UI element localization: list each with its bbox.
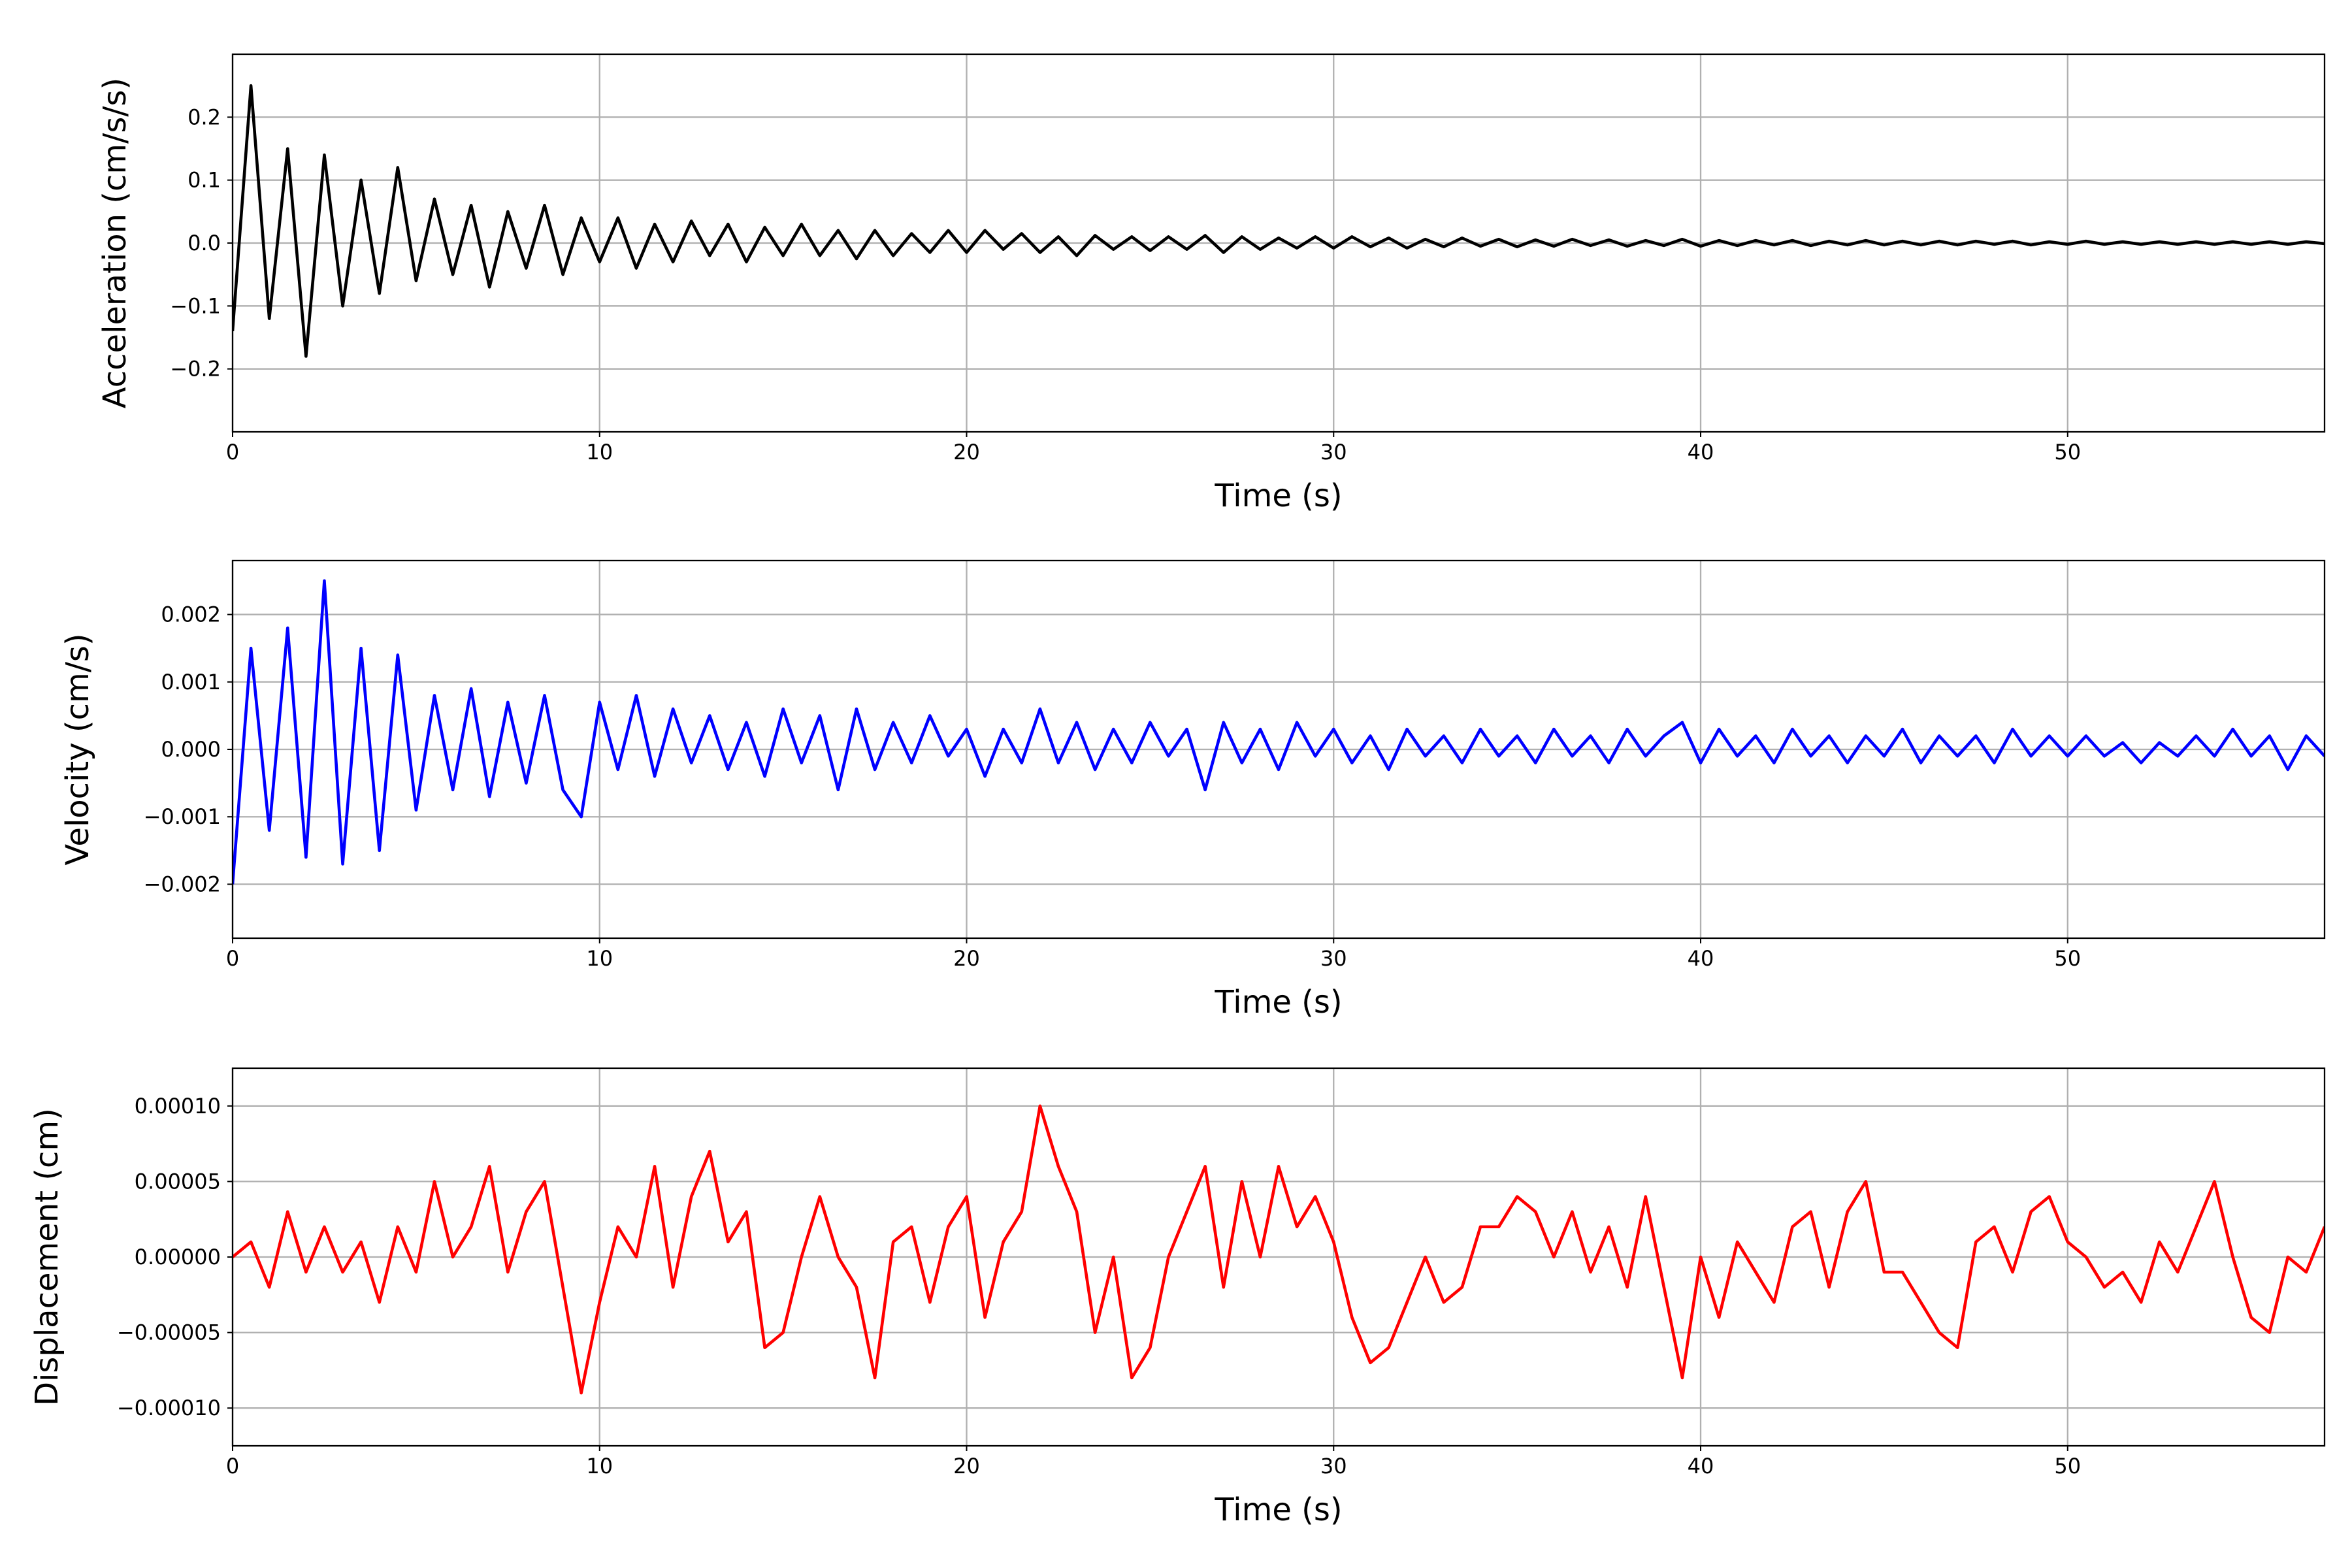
plot-area: [233, 579, 2325, 885]
x-tick-label: 30: [1320, 1454, 1347, 1478]
x-axis-label: Time (s): [1214, 1492, 1342, 1528]
y-axis-label: Acceleration (cm/s/s): [97, 78, 133, 408]
y-tick-label: −0.00010: [117, 1396, 221, 1420]
x-tick-label: 30: [1320, 946, 1347, 971]
x-tick-label: 10: [586, 946, 613, 971]
x-tick-label: 50: [2054, 1454, 2081, 1478]
x-tick-label: 50: [2054, 946, 2081, 971]
data-line: [233, 1104, 2325, 1395]
x-tick-label: 0: [226, 946, 239, 971]
y-tick-label: −0.1: [170, 293, 221, 318]
y-tick-label: 0.002: [161, 602, 221, 627]
x-tick-label: 40: [1688, 946, 1714, 971]
x-axis-label: Time (s): [1214, 984, 1342, 1021]
x-tick-label: 0: [226, 1454, 239, 1478]
axes-frame: [231, 559, 2326, 939]
y-tick-label: −0.00005: [117, 1320, 221, 1345]
y-tick-label: 0.2: [188, 105, 221, 129]
subplot: 0 10 20 30 40 50 −0.002 −0.001 0.000 0.001 0.002 Ti…: [59, 559, 2326, 1021]
x-tick-label: 20: [953, 1454, 980, 1478]
data-line: [233, 579, 2325, 885]
y-tick-label: 0.00010: [135, 1094, 221, 1119]
y-tick-label: −0.001: [144, 804, 221, 829]
y-tick-label: 0.00000: [135, 1245, 221, 1269]
x-tick-label: 40: [1688, 1454, 1714, 1478]
subplot: 0 10 20 30 40 50 −0.2 −0.1 0.0 0.1 0.2 Time (s) Acce…: [97, 53, 2326, 514]
y-tick-label: −0.2: [170, 357, 221, 382]
x-tick-label: 20: [953, 440, 980, 465]
x-tick-label: 0: [226, 440, 239, 465]
x-tick-label: 10: [586, 1454, 613, 1478]
x-tick-label: 10: [586, 440, 613, 465]
x-tick-label: 50: [2054, 440, 2081, 465]
y-axis-label: Velocity (cm/s): [59, 633, 96, 865]
y-tick-label: 0.000: [161, 737, 221, 762]
y-tick-label: 0.001: [161, 670, 221, 694]
y-axis-label: Displacement (cm): [29, 1108, 65, 1406]
x-tick-label: 20: [953, 946, 980, 971]
x-axis-label: Time (s): [1214, 478, 1342, 514]
x-tick-label: 40: [1688, 440, 1714, 465]
y-tick-label: 0.00005: [135, 1169, 221, 1194]
axes-frame: [231, 1067, 2326, 1447]
subplot: 0 10 20 30 40 50 −0.00010 −0.00005 0.00000 0.0000…: [29, 1067, 2326, 1528]
x-tick-label: 30: [1320, 440, 1347, 465]
axes-frame: [231, 53, 2326, 433]
plot-area: [233, 1104, 2325, 1395]
y-tick-label: 0.0: [188, 231, 221, 255]
y-tick-label: 0.1: [188, 168, 221, 193]
y-tick-label: −0.002: [144, 872, 221, 896]
plot-area: [233, 84, 2325, 358]
data-line: [233, 84, 2325, 358]
